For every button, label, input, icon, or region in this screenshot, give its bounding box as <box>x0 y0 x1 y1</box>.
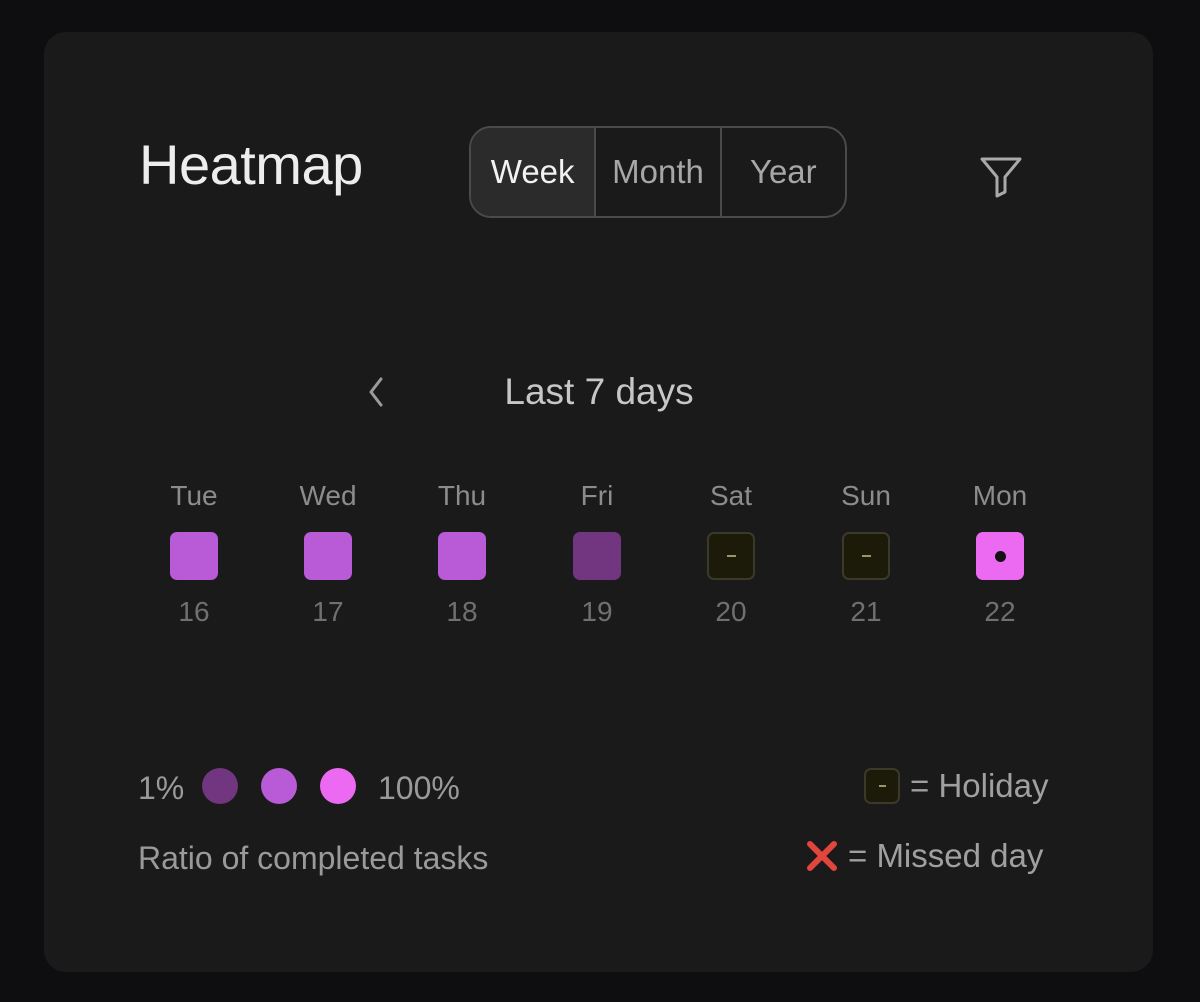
week-heatmap: Tue 16 Wed 17 Thu 18 Fri 19 Sat 20 Sun 2… <box>128 478 1068 638</box>
heatmap-cell[interactable] <box>573 532 621 580</box>
day-label: Fri <box>580 480 614 511</box>
legend-swatch-high <box>320 768 356 804</box>
day-column: Tue 16 <box>142 478 246 638</box>
day-column: Wed 17 <box>276 478 380 638</box>
day-number: 20 <box>715 596 747 627</box>
day-column: Mon 22 <box>948 478 1052 638</box>
day-number: 18 <box>446 596 478 627</box>
day-number: 17 <box>312 596 344 627</box>
day-label: Tue <box>170 480 218 511</box>
day-number: 22 <box>984 596 1016 627</box>
view-toggle: Week Month Year <box>469 126 847 218</box>
day-column: Thu 18 <box>410 478 514 638</box>
filter-button[interactable] <box>974 150 1028 204</box>
day-label: Thu <box>437 480 487 511</box>
day-label: Sat <box>709 480 753 511</box>
holiday-legend-label: = Holiday <box>910 767 1049 804</box>
holiday-key-icon <box>864 768 900 804</box>
day-number: 21 <box>850 596 882 627</box>
day-column: Sun 21 <box>814 478 918 638</box>
range-title: Last 7 days <box>504 371 694 412</box>
heatmap-card: Heatmap Week Month Year Last 7 days Tue … <box>44 32 1153 972</box>
day-column: Sat 20 <box>679 478 783 638</box>
legend-caption: Ratio of completed tasks <box>138 840 489 876</box>
previous-range-button[interactable] <box>358 370 394 414</box>
cross-mark-icon <box>807 841 837 871</box>
day-number: 19 <box>581 596 613 627</box>
tab-week[interactable]: Week <box>471 128 595 216</box>
day-label: Mon <box>972 480 1028 511</box>
missed-legend-label: = Missed day <box>848 837 1044 874</box>
legend-swatch-mid <box>261 768 297 804</box>
day-label: Wed <box>299 480 357 511</box>
heatmap-cell[interactable] <box>976 532 1024 580</box>
heatmap-cell[interactable] <box>707 532 755 580</box>
chevron-left-icon <box>369 377 383 407</box>
legend-swatch-low <box>202 768 238 804</box>
filter-icon <box>980 157 1022 198</box>
day-number: 16 <box>178 596 210 627</box>
day-label: Sun <box>841 480 891 511</box>
heatmap-cell[interactable] <box>438 532 486 580</box>
heatmap-cell[interactable] <box>842 532 890 580</box>
page-title: Heatmap <box>139 133 363 196</box>
heatmap-cell[interactable] <box>304 532 352 580</box>
heatmap-cell[interactable] <box>170 532 218 580</box>
legend-max-label: 100% <box>378 770 460 806</box>
tab-month[interactable]: Month <box>594 128 719 216</box>
day-column: Fri 19 <box>545 478 649 638</box>
legend-min-label: 1% <box>138 770 185 806</box>
tab-year[interactable]: Year <box>719 128 845 216</box>
